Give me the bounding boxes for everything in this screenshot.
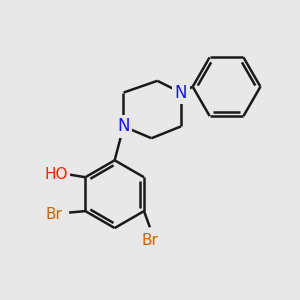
Text: N: N — [175, 84, 187, 102]
Text: HO: HO — [44, 167, 68, 182]
Text: Br: Br — [46, 206, 63, 221]
Text: N: N — [117, 117, 130, 135]
Text: Br: Br — [141, 233, 158, 248]
